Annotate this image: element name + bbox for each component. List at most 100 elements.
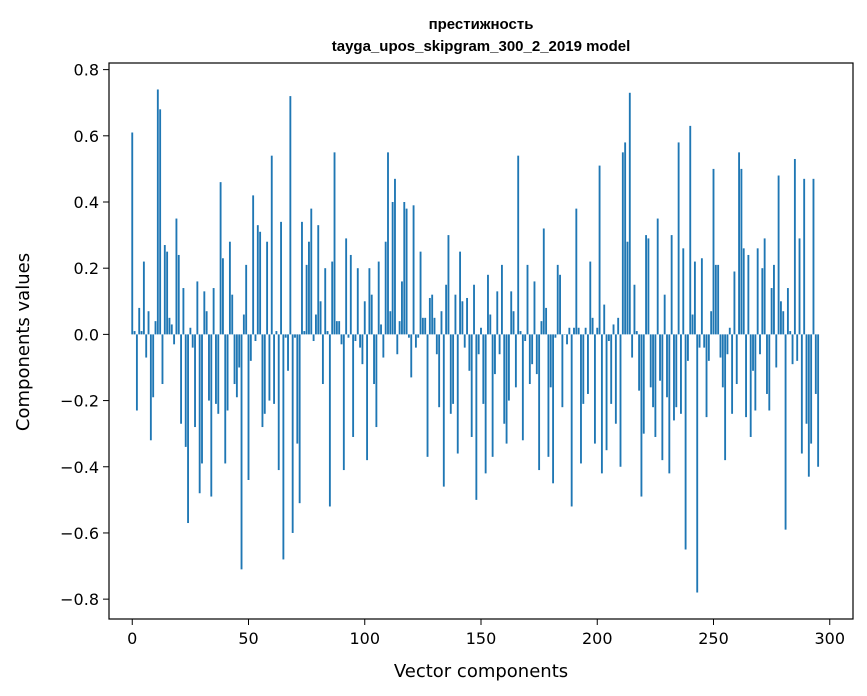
bar [805, 334, 808, 424]
bar [649, 334, 652, 388]
bar [359, 334, 362, 348]
bar [612, 324, 615, 335]
bar [366, 334, 369, 461]
bar [756, 248, 759, 335]
bar [468, 334, 471, 371]
y-tick-label: 0.2 [74, 259, 99, 278]
x-tick-label: 0 [127, 629, 137, 648]
bar [324, 268, 327, 335]
bar [414, 334, 417, 348]
bar [352, 334, 355, 437]
bar [763, 238, 766, 335]
bar [705, 334, 708, 418]
bar [433, 317, 436, 335]
bar [489, 314, 492, 335]
bar [482, 334, 485, 404]
bar [677, 142, 680, 335]
bar [154, 321, 157, 335]
x-tick-label: 200 [582, 629, 613, 648]
bar [407, 334, 410, 338]
bar [305, 264, 308, 335]
bar [442, 334, 445, 487]
bar [314, 314, 317, 335]
bar [640, 334, 643, 497]
bar [617, 317, 620, 335]
bar [328, 334, 331, 507]
bar [463, 334, 466, 348]
bar [484, 334, 487, 474]
bar [354, 334, 357, 341]
bar [247, 334, 250, 480]
bar [647, 238, 650, 335]
bar [135, 334, 138, 411]
y-tick-label: −0.6 [60, 524, 99, 543]
bar [500, 264, 503, 335]
x-tick-label: 300 [814, 629, 845, 648]
bar [340, 334, 343, 345]
bar [738, 152, 741, 335]
bar [621, 152, 624, 335]
bar [693, 261, 696, 335]
bar [610, 334, 613, 404]
bar [387, 152, 389, 335]
bar [775, 334, 778, 368]
bar [184, 334, 187, 447]
bar [470, 334, 473, 437]
bar [505, 334, 508, 444]
bar [766, 334, 768, 394]
bar [284, 334, 287, 338]
bar [149, 334, 152, 441]
bar [798, 238, 801, 335]
bar [215, 334, 217, 404]
bar [638, 334, 641, 391]
y-tick-label: −0.2 [60, 392, 99, 411]
bar [289, 96, 292, 335]
bar [600, 334, 603, 474]
bar [645, 235, 648, 335]
bar [282, 334, 285, 560]
bar [391, 202, 394, 335]
bar [526, 264, 529, 335]
bar [312, 334, 315, 341]
bar [138, 307, 141, 335]
bar [626, 241, 629, 335]
bar [680, 334, 682, 414]
bar [373, 334, 375, 385]
bar [749, 334, 752, 437]
bar [224, 334, 227, 464]
bar [259, 231, 262, 335]
bar [194, 334, 196, 428]
y-axis-label: Components values [13, 253, 34, 431]
bar [768, 334, 771, 411]
y-tick-label: 0.8 [74, 61, 99, 80]
bar [405, 208, 408, 335]
bar [661, 334, 664, 461]
bar [742, 248, 745, 335]
bar [152, 334, 155, 398]
bar [782, 311, 785, 335]
bar [331, 261, 334, 335]
bar [217, 334, 220, 414]
bar [201, 334, 203, 464]
bar [577, 327, 580, 335]
bar [754, 334, 757, 411]
bar [235, 334, 238, 398]
bar [445, 284, 448, 335]
bar [568, 327, 571, 335]
bar [554, 334, 557, 338]
bar [542, 228, 545, 335]
bar [326, 331, 329, 335]
bar [507, 334, 510, 401]
bar [252, 195, 255, 335]
y-tick-label: −0.4 [60, 458, 99, 477]
bar [570, 334, 573, 507]
bar [668, 334, 671, 474]
x-tick-label: 100 [349, 629, 380, 648]
bar [389, 311, 392, 335]
bar [298, 334, 301, 504]
bar [377, 261, 380, 335]
bar [228, 241, 231, 335]
bar [466, 297, 468, 335]
bar [147, 311, 150, 335]
bar [254, 334, 257, 341]
